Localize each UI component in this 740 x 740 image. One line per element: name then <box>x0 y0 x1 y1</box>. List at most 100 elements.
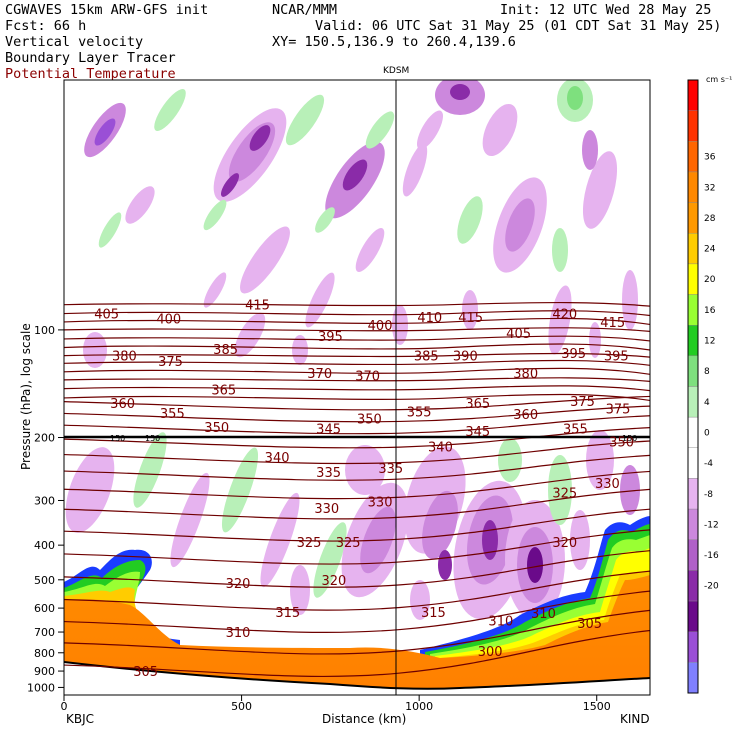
tropopause-marker: 150 <box>622 434 637 443</box>
colorbar-swatch <box>687 386 699 418</box>
theta-label: 330 <box>368 496 393 511</box>
theta-label: 370 <box>355 369 380 384</box>
theta-label: 325 <box>552 487 577 502</box>
colorbar-swatch <box>687 263 699 295</box>
x-tick-label: 500 <box>231 700 252 713</box>
theta-label: 360 <box>110 397 135 412</box>
colorbar-swatch <box>687 570 699 602</box>
theta-label: 355 <box>563 423 588 438</box>
colorbar-swatch <box>687 202 699 234</box>
theta-label: 350 <box>609 435 634 450</box>
theta-contour <box>64 367 650 375</box>
theta-label: 375 <box>158 355 183 370</box>
colorbar-swatch <box>687 508 699 540</box>
x-tick-label: 0 <box>61 700 68 713</box>
colorbar-label: 28 <box>704 214 716 224</box>
theta-contour <box>64 301 650 307</box>
y-axis-ticks: 100 200 300 400 500 600 700 800 900 1000 <box>27 324 64 694</box>
y-tick-label: 500 <box>34 574 55 587</box>
colorbar-label: -20 <box>704 582 719 592</box>
theta-contour <box>64 590 650 633</box>
theta-label: 375 <box>606 403 631 418</box>
colorbar-label: 24 <box>704 245 716 255</box>
theta-contour <box>64 427 650 449</box>
y-tick-label: 300 <box>34 494 55 507</box>
kdsm-marker-label: KDSM <box>383 66 409 76</box>
theta-label: 315 <box>421 606 446 621</box>
theta-contour <box>64 529 650 565</box>
y-tick-label: 1000 <box>27 681 55 694</box>
y-tick-label: 600 <box>34 602 55 615</box>
theta-contour <box>64 377 650 383</box>
theta-label: 405 <box>506 327 531 342</box>
y-axis-title: Pressure (hPa), log scale <box>19 323 33 470</box>
colorbar-swatch <box>687 631 699 663</box>
theta-label: 345 <box>316 423 341 438</box>
theta-label: 330 <box>595 477 620 492</box>
theta-label: 405 <box>94 308 119 323</box>
x-tick-label: 1500 <box>583 700 611 713</box>
colorbar-label: 36 <box>704 153 716 163</box>
colorbar-swatch <box>687 171 699 203</box>
theta-contour <box>64 352 650 358</box>
theta-label: 300 <box>478 645 503 660</box>
theta-contour <box>64 470 650 500</box>
theta-label: 320 <box>552 536 577 551</box>
colorbar-swatch <box>687 294 699 326</box>
colorbar-label: 8 <box>704 367 710 377</box>
theta-contour <box>64 310 650 317</box>
theta-label: 395 <box>318 330 343 345</box>
theta-contour <box>64 488 650 520</box>
colorbar-swatch <box>687 447 699 479</box>
field-vertical-velocity: Vertical velocity <box>5 34 143 50</box>
plot-area: 405 400 415 395 400 410 415 405 420 415 380 375 385 3… <box>64 80 650 695</box>
colorbar-swatch <box>687 233 699 265</box>
colorbar-unit: cm s⁻¹ <box>706 75 732 84</box>
theta-label: 340 <box>265 451 290 466</box>
colorbar-label: 4 <box>704 398 710 408</box>
theta-label: 410 <box>417 311 442 326</box>
colorbar-swatch <box>687 325 699 357</box>
colorbar: 36 32 28 24 20 16 12 8 4 0 -4 -8 -12 -16 -20 <box>687 79 719 694</box>
theta-label: 415 <box>458 311 483 326</box>
vertical-velocity-upper-waves <box>83 80 638 368</box>
colorbar-swatch <box>687 600 699 632</box>
theta-label: 325 <box>336 536 361 551</box>
theta-contour <box>64 570 650 611</box>
theta-label: 360 <box>513 408 538 423</box>
theta-label: 345 <box>465 425 490 440</box>
cross-section-endpoints: XY= 150.5,136.9 to 260.4,139.6 <box>272 34 516 50</box>
theta-contour <box>64 609 650 655</box>
theta-label: 310 <box>531 607 556 622</box>
colorbar-label: -4 <box>704 459 713 469</box>
theta-label: 415 <box>245 299 270 314</box>
theta-label: 365 <box>211 384 236 399</box>
theta-contour <box>64 629 650 678</box>
theta-label: 310 <box>488 615 513 630</box>
colorbar-swatch <box>687 110 699 142</box>
colorbar-label: -16 <box>704 551 719 561</box>
theta-label: 325 <box>297 536 322 551</box>
theta-contour <box>64 385 650 392</box>
theta-contour <box>64 405 650 423</box>
theta-label: 395 <box>561 347 586 362</box>
colorbar-swatch <box>687 662 699 694</box>
theta-label: 315 <box>275 606 300 621</box>
theta-contour <box>64 335 650 342</box>
right-endpoint-label: KIND <box>620 712 650 726</box>
theta-contour <box>64 454 650 481</box>
y-tick-label: 700 <box>34 626 55 639</box>
theta-contour <box>64 440 650 465</box>
colorbar-label: -8 <box>704 490 713 500</box>
theta-label: 415 <box>600 316 625 331</box>
theta-contour-lines <box>64 301 650 678</box>
colorbar-label: 20 <box>704 275 716 285</box>
theta-label: 305 <box>133 665 158 680</box>
colorbar-frame <box>687 79 699 694</box>
org-name: NCAR/MMM <box>272 2 337 18</box>
y-tick-label: 900 <box>34 665 55 678</box>
theta-label: 385 <box>414 350 439 365</box>
colorbar-label: 12 <box>704 337 715 347</box>
forecast-hour: Fcst: 66 h <box>5 18 86 34</box>
